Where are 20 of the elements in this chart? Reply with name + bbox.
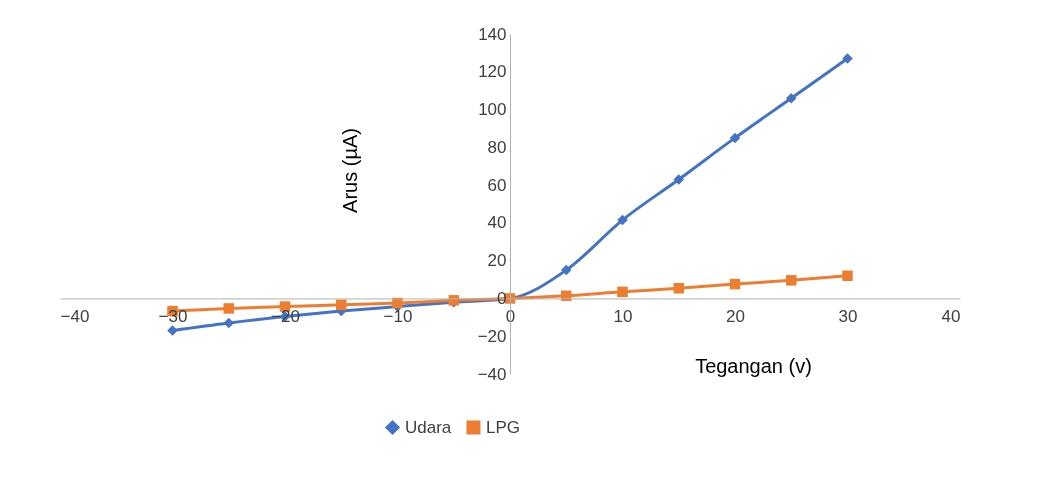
y-tick-label: 80 bbox=[487, 137, 507, 157]
y-tick-label: −40 bbox=[477, 364, 507, 384]
y-tick-label: 40 bbox=[487, 213, 507, 233]
x-tick-label: 10 bbox=[613, 306, 633, 326]
y-tick-label: 60 bbox=[487, 175, 507, 195]
y-tick-label: 140 bbox=[478, 24, 507, 44]
x-tick-label: 40 bbox=[941, 306, 961, 326]
y-tick-label: 100 bbox=[478, 100, 507, 120]
x-axis-title: Tegangan (v) bbox=[695, 354, 812, 377]
x-tick-label: −40 bbox=[60, 306, 90, 326]
y-tick-label: −20 bbox=[477, 326, 507, 346]
x-tick-label: −30 bbox=[158, 306, 188, 326]
x-tick-label: 20 bbox=[726, 306, 745, 326]
y-axis-title: Arus (µA) bbox=[338, 128, 361, 213]
y-tick-label: 20 bbox=[487, 251, 507, 271]
legend-label: LPG bbox=[486, 417, 521, 437]
x-tick-label: 30 bbox=[838, 306, 858, 326]
legend-label: Udara bbox=[405, 417, 452, 437]
x-tick-label: −10 bbox=[383, 306, 413, 326]
y-tick-label: 120 bbox=[478, 62, 507, 82]
